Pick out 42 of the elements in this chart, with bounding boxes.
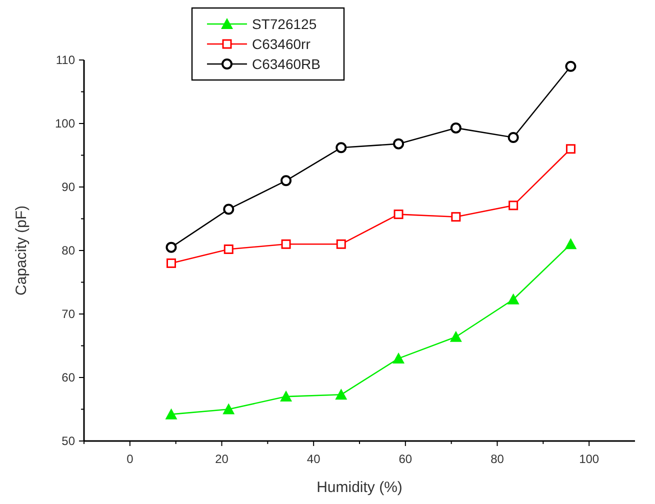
point — [336, 239, 346, 249]
point — [508, 132, 519, 143]
point — [507, 293, 520, 304]
point — [336, 142, 347, 154]
point — [450, 122, 462, 134]
y-tick-label: 50 — [62, 434, 76, 448]
y-tick-label: 80 — [62, 244, 76, 258]
point — [280, 175, 292, 186]
x-tick-label: 0 — [126, 452, 134, 466]
point — [280, 390, 292, 402]
point — [508, 200, 518, 210]
point — [565, 60, 576, 72]
y-tick-label: 90 — [62, 180, 76, 194]
y-tick-label: 100 — [54, 116, 76, 130]
y-axis-title: Capacity (pF) — [13, 205, 30, 296]
legend-label: C63460RB — [252, 56, 320, 72]
y-tick-label: 70 — [62, 307, 76, 321]
point — [281, 239, 291, 249]
point — [166, 258, 176, 268]
point — [393, 138, 404, 150]
point — [450, 330, 462, 342]
x-axis-title: Humidity (%) — [316, 479, 402, 496]
point — [335, 388, 348, 400]
point — [224, 244, 234, 254]
point — [451, 212, 461, 222]
legend-label: C63460rr — [252, 36, 311, 52]
point — [223, 204, 234, 215]
point — [166, 242, 177, 253]
x-tick-label: 80 — [490, 452, 504, 466]
y-tick-label: 60 — [62, 370, 76, 384]
x-tick-label: 100 — [579, 452, 600, 466]
point — [564, 238, 577, 250]
point — [222, 403, 235, 414]
point — [392, 352, 405, 364]
point — [165, 408, 178, 420]
y-tick-label: 110 — [56, 53, 76, 67]
point — [566, 144, 576, 154]
x-tick-label: 40 — [306, 452, 321, 466]
x-tick-label: 60 — [398, 452, 412, 466]
x-tick-label: 20 — [215, 452, 229, 466]
legend-label: ST726125 — [252, 16, 317, 32]
point — [394, 210, 404, 220]
